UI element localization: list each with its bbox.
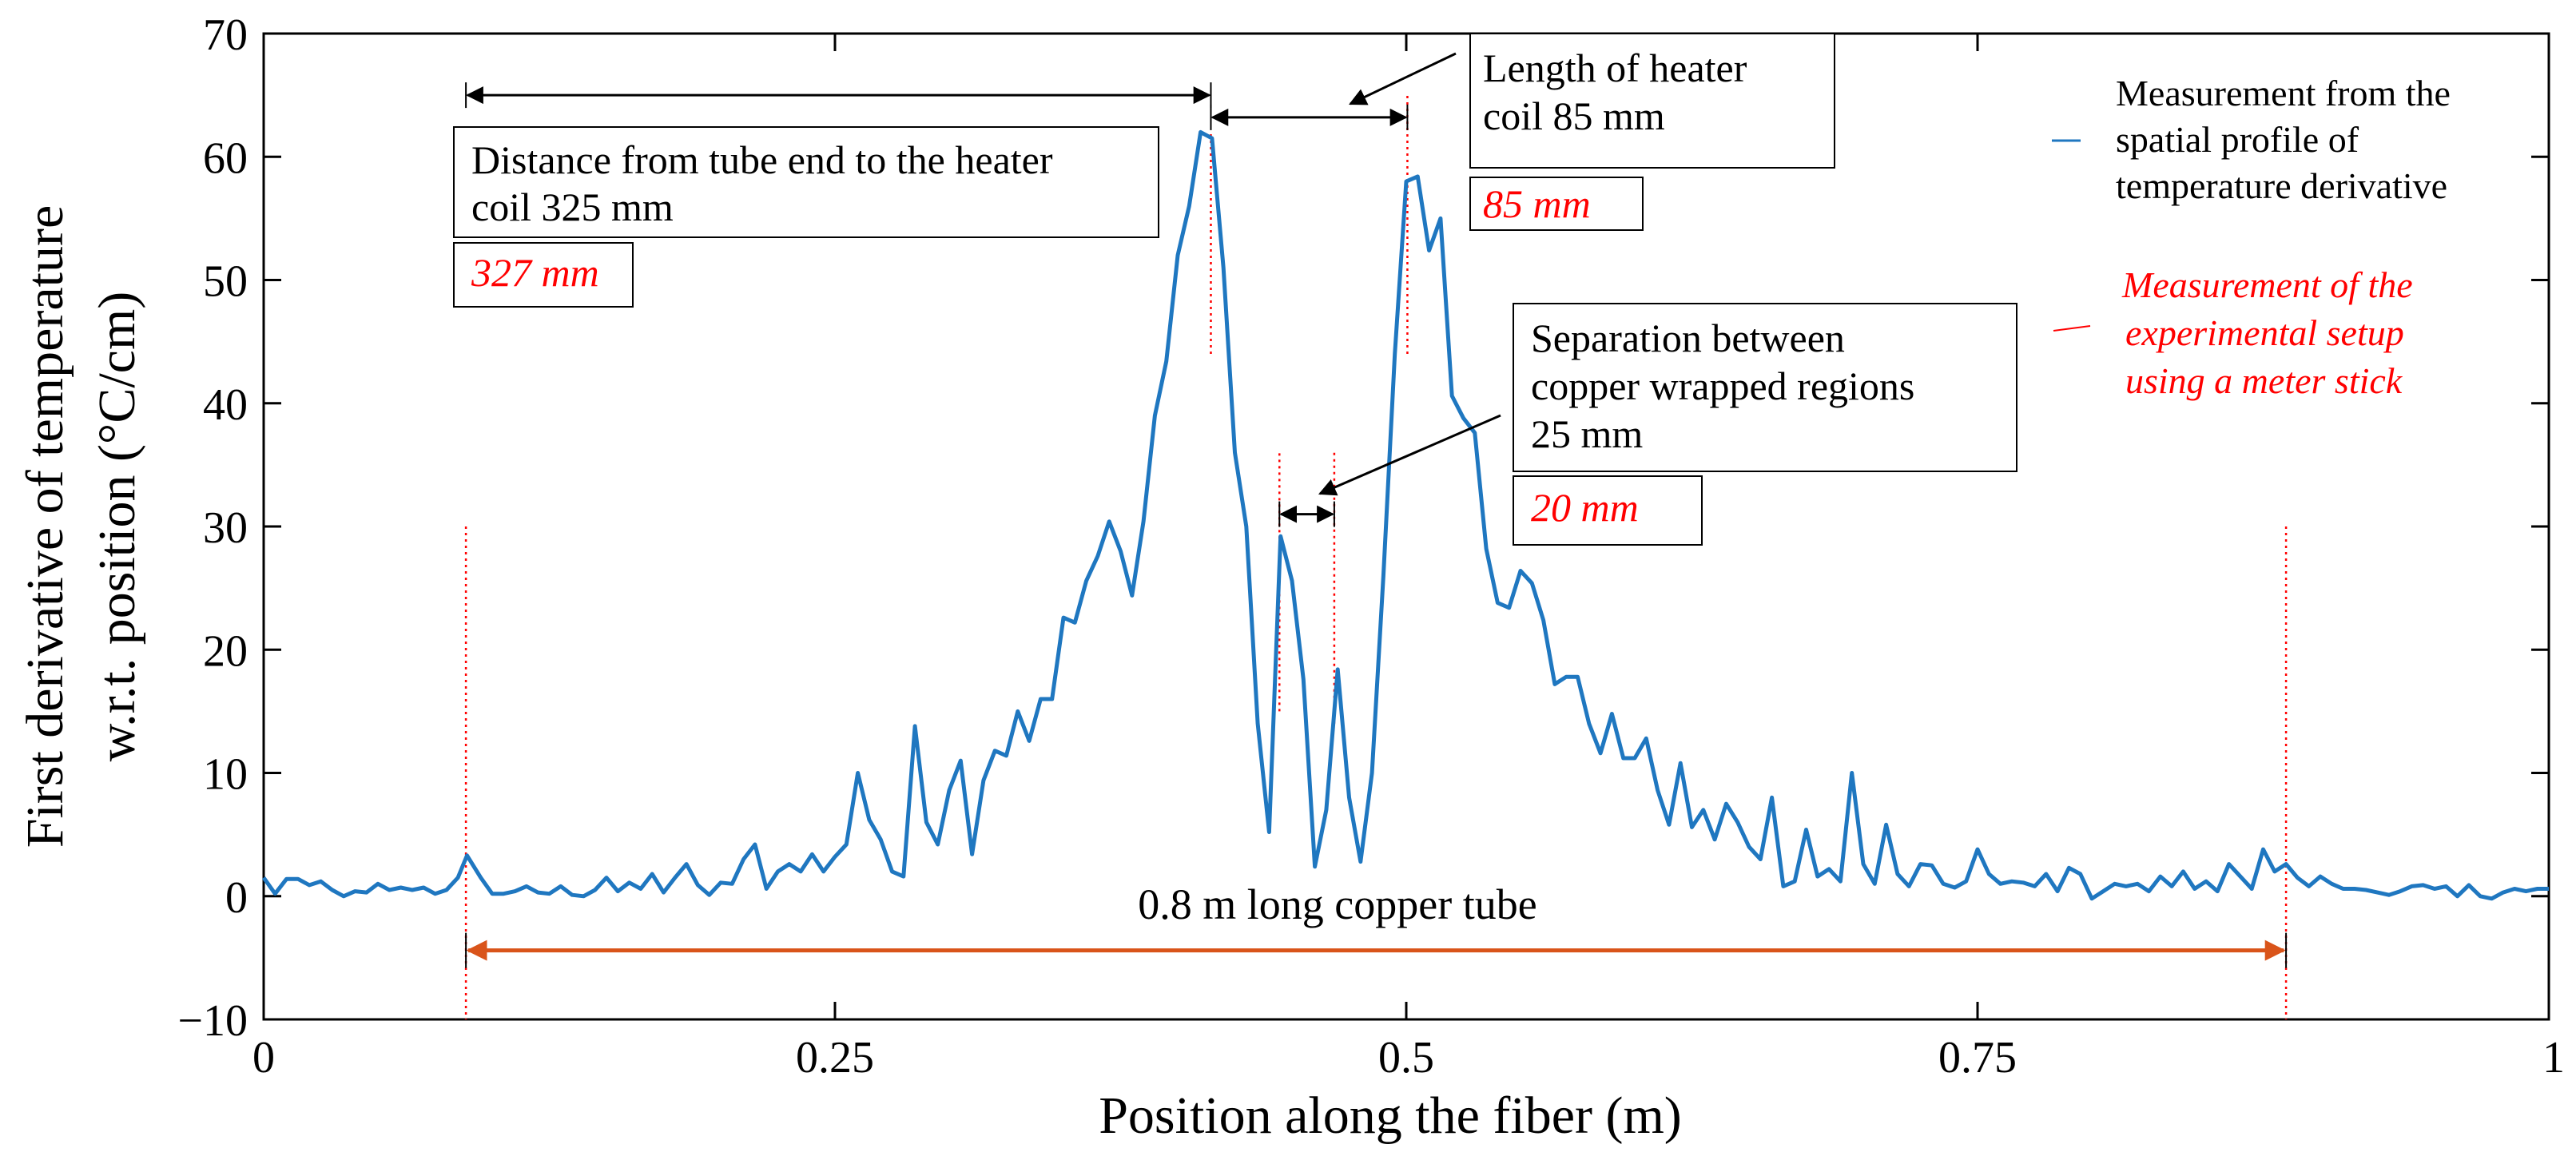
y-tick-label: −10: [177, 996, 248, 1046]
distance-annotation-line-1: Distance from tube end to the heater: [471, 137, 1053, 182]
separation-annotation-line-1: Separation between: [1531, 316, 1845, 360]
x-axis-label: Position along the fiber (m): [1099, 1087, 1682, 1145]
y-axis-label-line-1: First derivative of temperature: [16, 205, 74, 848]
y-tick-label: 50: [203, 257, 248, 307]
separation-meter-stick-box: [1513, 475, 1703, 546]
x-tick-label: 0.75: [1938, 1033, 2017, 1083]
y-tick-label: 40: [203, 380, 248, 430]
distance-annotation-box: [453, 126, 1159, 238]
distance-meter-stick-box: [453, 242, 634, 308]
legend-measurement-line-2: spatial profile of: [2116, 119, 2359, 160]
legend-meter-stick-line-1: Measurement of the: [2121, 264, 2413, 305]
pointer-arrow-separation: [1318, 414, 1501, 496]
tube-length-label: 0.8 m long copper tube: [1138, 880, 1536, 928]
y-tick-label: 70: [203, 10, 248, 60]
separation-annotation-box: [1513, 303, 2017, 472]
legend-swatch-meter-stick: [2053, 325, 2091, 332]
separation-annotation-line-3: 25 mm: [1531, 411, 1643, 456]
y-tick-label: 20: [203, 626, 248, 676]
legend: Measurement from the spatial profile of …: [2052, 73, 2451, 401]
y-tick-label: 30: [203, 503, 248, 553]
x-tick-label: 0.5: [1378, 1033, 1434, 1083]
heater-length-annotation-box: [1469, 33, 1835, 169]
legend-meter-stick-line-2: experimental setup: [2125, 312, 2404, 353]
legend-measurement-line-3: temperature derivative: [2116, 165, 2447, 206]
y-tick-label: 0: [225, 873, 248, 923]
legend-measurement-line-1: Measurement from the: [2116, 73, 2451, 113]
heater-length-annotation-line-2: coil 85 mm: [1483, 93, 1665, 138]
y-tick-label: 60: [203, 133, 248, 183]
y-tick-label: 10: [203, 750, 248, 800]
x-tick-label: 0.25: [796, 1033, 874, 1083]
x-tick-label: 1: [2542, 1033, 2565, 1083]
legend-meter-stick-line-3: using a meter stick: [2125, 360, 2403, 401]
heater-length-meter-stick-value: 85 mm: [1483, 181, 1591, 226]
distance-meter-stick-value: 327 mm: [471, 250, 599, 295]
heater-length-annotation-line-1: Length of heater: [1483, 46, 1747, 90]
x-tick-label: 0: [252, 1033, 275, 1083]
y-axis-label-line-2: w.r.t. position (°C/cm): [88, 292, 146, 762]
distance-annotation-line-2: coil 325 mm: [471, 185, 674, 229]
separation-meter-stick-value: 20 mm: [1531, 485, 1639, 530]
separation-annotation-line-2: copper wrapped regions: [1531, 364, 1914, 408]
pointer-arrow-heater-length: [1349, 52, 1457, 105]
dimension-arrows: [465, 82, 2288, 968]
heater-length-meter-stick-box: [1469, 177, 1644, 231]
series-line: [261, 129, 2549, 901]
